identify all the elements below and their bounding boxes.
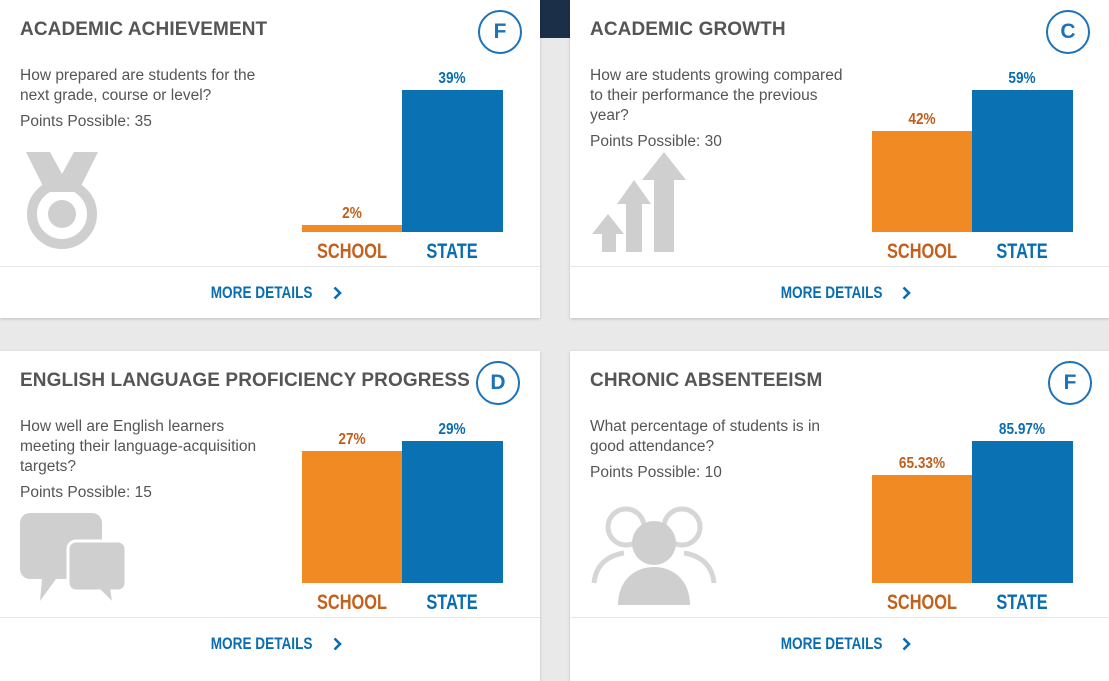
label-school: SCHOOL — [886, 591, 958, 614]
bar-school — [872, 131, 972, 232]
card-title: ENGLISH LANGUAGE PROFICIENCY PROGRESS — [20, 370, 470, 391]
grade-badge: D — [476, 361, 520, 405]
more-details-link[interactable]: MORE DETAILS — [768, 634, 911, 654]
card-title: CHRONIC ABSENTEEISM — [590, 370, 823, 391]
card-academic-growth: ACADEMIC GROWTH C How are students growi… — [570, 0, 1109, 318]
value-state: 29% — [438, 421, 466, 438]
value-school: 27% — [338, 431, 366, 448]
comparison-chart: 27% 29% SCHOOL STATE — [302, 351, 503, 617]
value-state: 59% — [1008, 70, 1036, 87]
card-chronic-absenteeism: CHRONIC ABSENTEEISM F What percentage of… — [570, 351, 1109, 681]
bar-state — [402, 441, 503, 583]
chevron-right-icon — [902, 286, 911, 299]
speech-bubbles-icon — [20, 513, 128, 605]
points-possible: Points Possible: 30 — [590, 133, 722, 150]
people-group-icon — [591, 506, 717, 605]
chevron-right-icon — [333, 286, 342, 299]
bar-state — [402, 90, 503, 232]
bar-school — [302, 225, 402, 232]
bar-school — [872, 475, 972, 583]
chevron-right-icon — [902, 637, 911, 651]
more-details-label: MORE DETAILS — [211, 282, 313, 302]
card-title: ACADEMIC GROWTH — [590, 19, 786, 40]
grade-badge: C — [1046, 10, 1090, 54]
header-edge — [540, 0, 570, 38]
medal-icon — [26, 152, 98, 249]
comparison-chart: 65.33% 85.97% SCHOOL STATE — [872, 351, 1073, 617]
value-state: 85.97% — [998, 421, 1046, 438]
card-english-language-proficiency: ENGLISH LANGUAGE PROFICIENCY PROGRESS D … — [0, 351, 540, 681]
bar-state — [972, 441, 1073, 583]
bar-state — [972, 90, 1073, 232]
more-details-label: MORE DETAILS — [780, 282, 883, 302]
label-state: STATE — [996, 240, 1048, 263]
card-title: ACADEMIC ACHIEVEMENT — [20, 19, 268, 40]
card-description: How prepared are students for the next g… — [20, 67, 256, 104]
bar-school — [302, 451, 402, 583]
chevron-right-icon — [333, 637, 342, 651]
more-details-label: MORE DETAILS — [211, 634, 313, 653]
label-school: SCHOOL — [886, 240, 958, 263]
more-details-link[interactable]: MORE DETAILS — [198, 282, 342, 303]
more-details-label: MORE DETAILS — [780, 634, 883, 653]
grade-badge: F — [478, 10, 522, 54]
label-school: SCHOOL — [316, 240, 388, 263]
label-state: STATE — [426, 591, 478, 614]
grade-badge: F — [1048, 361, 1092, 405]
label-school: SCHOOL — [316, 591, 388, 614]
comparison-chart: 2% 39% SCHOOL STATE — [302, 0, 503, 266]
growth-arrows-icon — [592, 152, 686, 252]
value-school: 65.33% — [898, 455, 946, 472]
card-academic-achievement: ACADEMIC ACHIEVEMENT F How prepared are … — [0, 0, 540, 318]
points-possible: Points Possible: 10 — [590, 464, 722, 481]
points-possible: Points Possible: 35 — [20, 113, 152, 130]
card-description: What percentage of students is in good a… — [590, 418, 821, 455]
label-state: STATE — [996, 591, 1048, 614]
card-description: How well are English learners meeting th… — [20, 418, 257, 475]
points-possible: Points Possible: 15 — [20, 484, 152, 501]
label-state: STATE — [426, 240, 478, 263]
value-state: 39% — [438, 70, 466, 87]
value-school: 42% — [908, 111, 936, 128]
value-school: 2% — [342, 205, 362, 222]
card-description: How are students growing compared to the… — [590, 67, 843, 124]
more-details-link[interactable]: MORE DETAILS — [768, 283, 911, 303]
comparison-chart: 42% 59% SCHOOL STATE — [872, 0, 1073, 266]
more-details-link[interactable]: MORE DETAILS — [198, 634, 342, 654]
